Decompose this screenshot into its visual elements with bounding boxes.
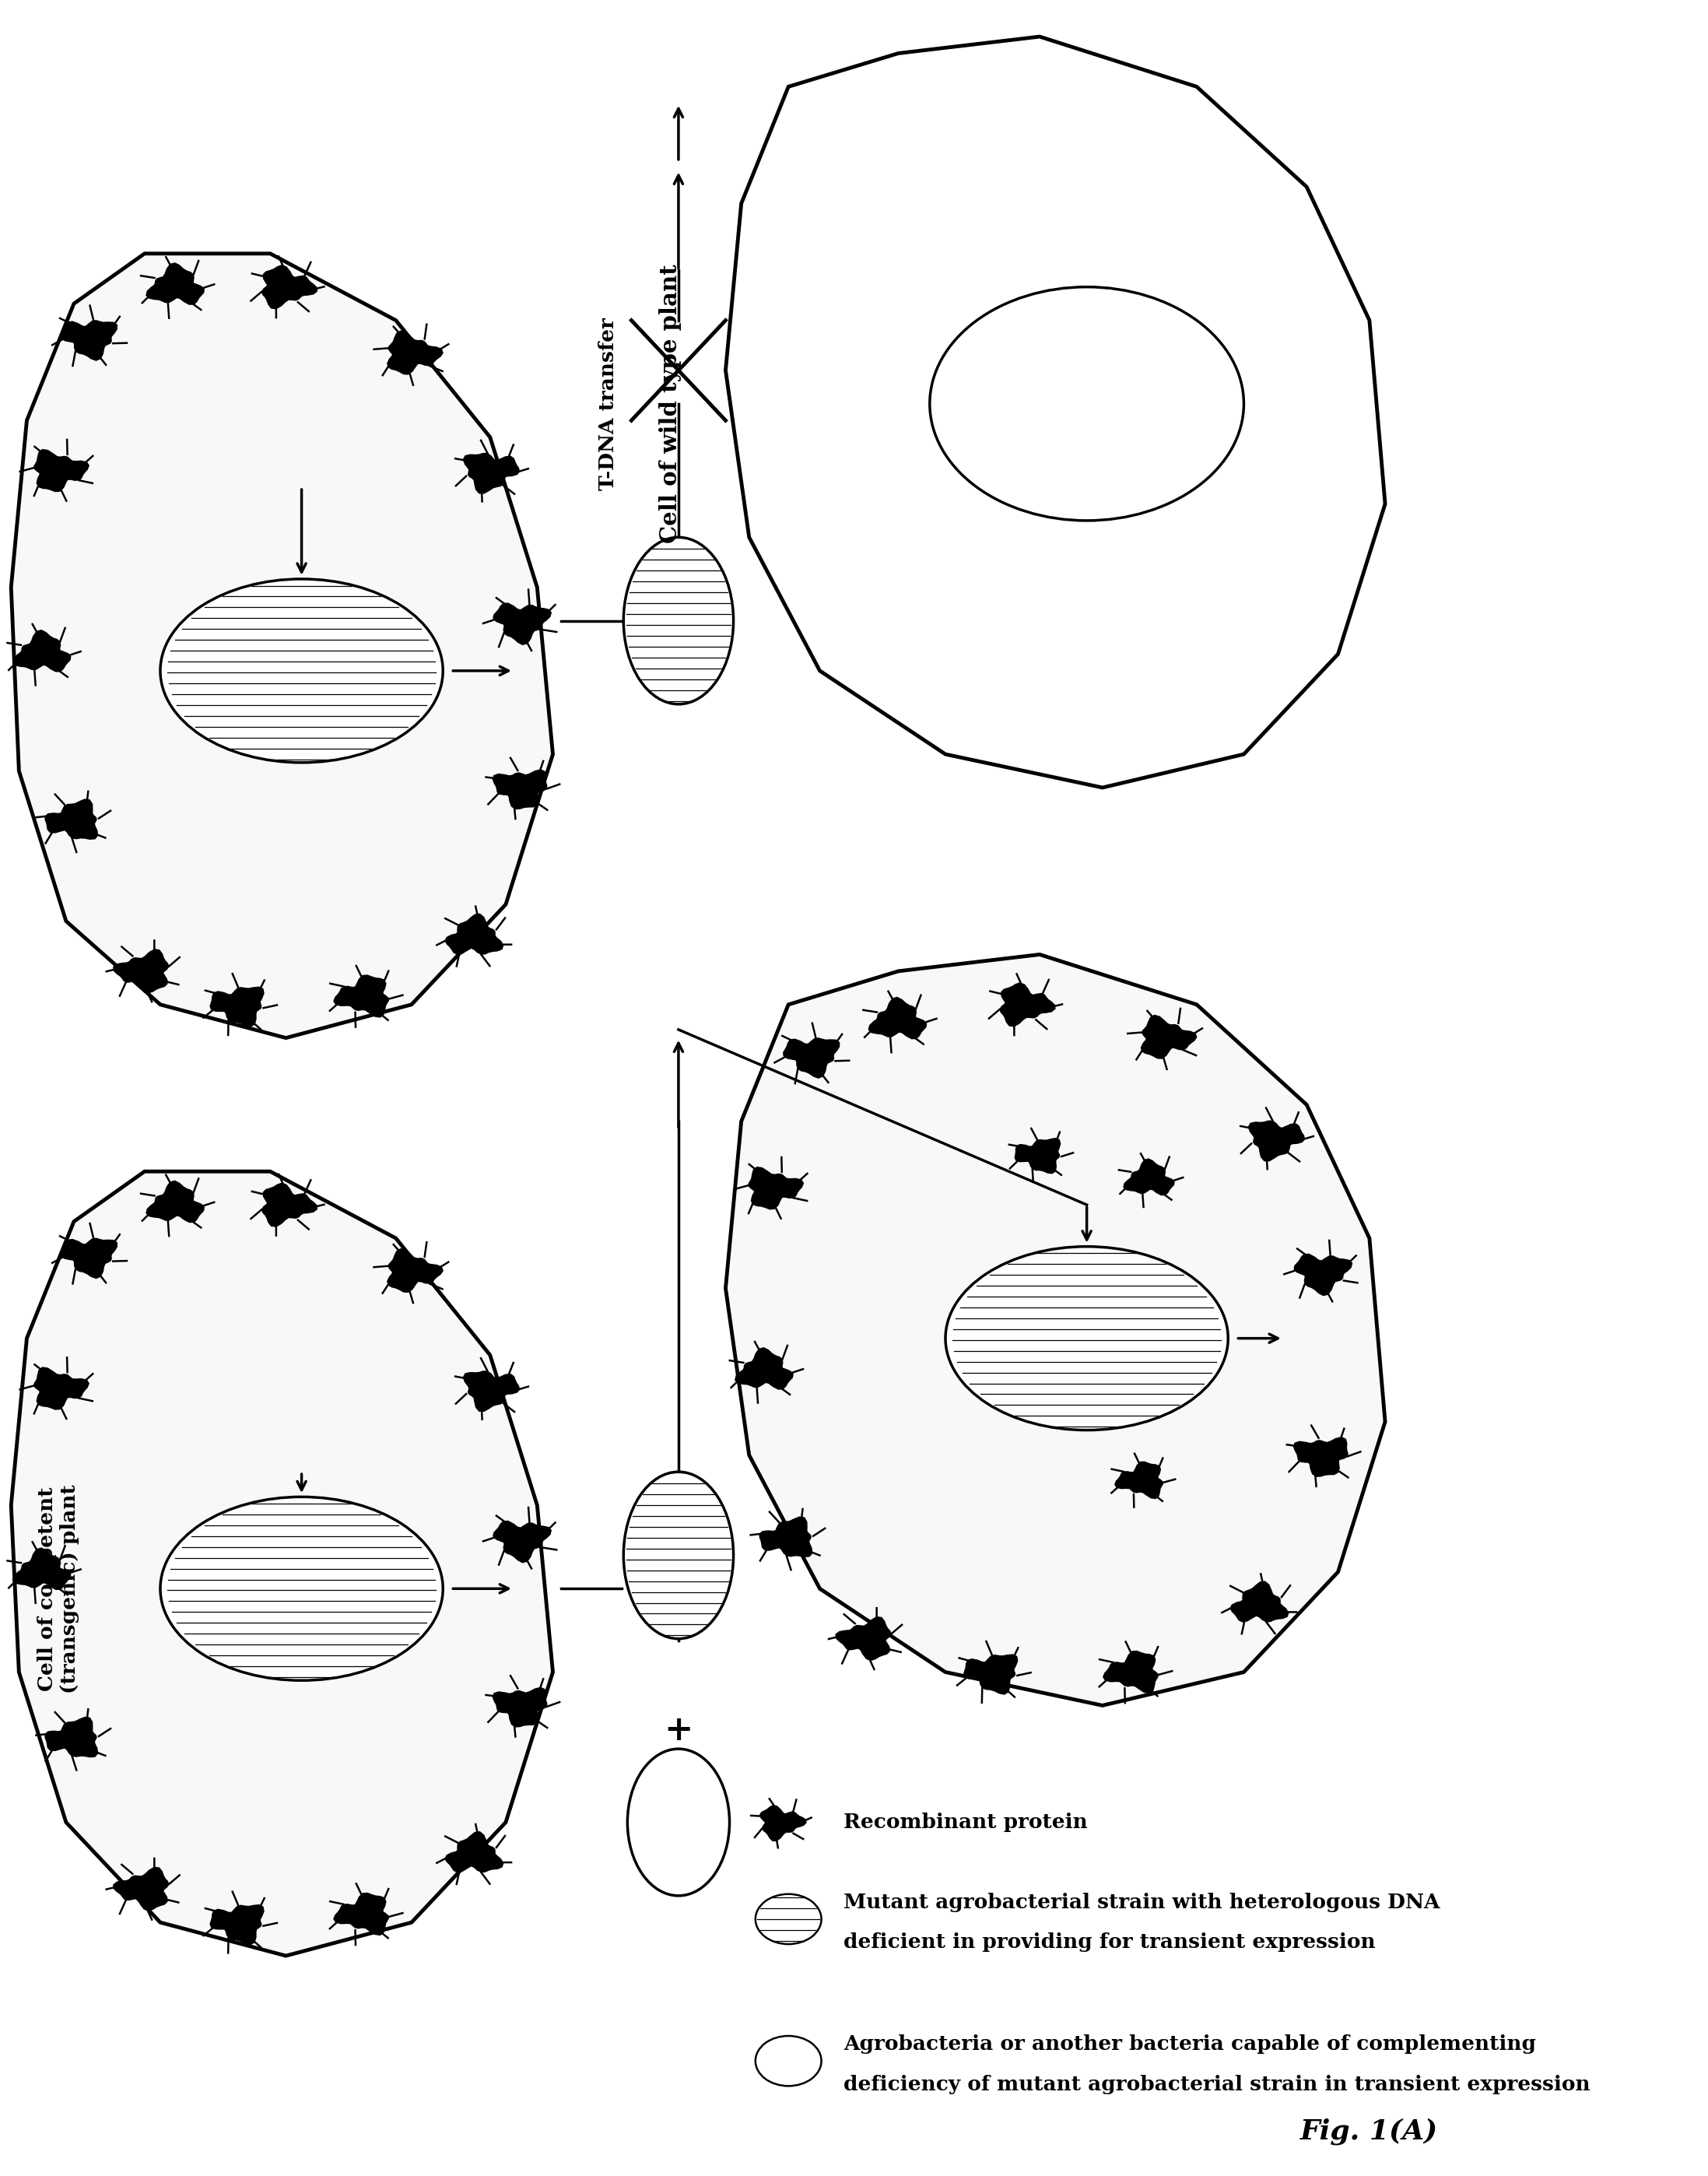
Polygon shape bbox=[494, 603, 552, 644]
Polygon shape bbox=[388, 331, 442, 374]
Polygon shape bbox=[261, 265, 318, 309]
Polygon shape bbox=[446, 1832, 504, 1871]
Ellipse shape bbox=[946, 1247, 1228, 1430]
Ellipse shape bbox=[627, 1750, 729, 1895]
Polygon shape bbox=[44, 799, 97, 840]
Text: deficient in providing for transient expression: deficient in providing for transient exp… bbox=[844, 1932, 1375, 1952]
Polygon shape bbox=[12, 1547, 70, 1588]
PathPatch shape bbox=[10, 1171, 553, 1956]
Polygon shape bbox=[784, 1038, 839, 1077]
Polygon shape bbox=[1015, 1138, 1061, 1173]
PathPatch shape bbox=[10, 255, 553, 1038]
Polygon shape bbox=[494, 1521, 552, 1562]
Ellipse shape bbox=[161, 1497, 442, 1680]
Polygon shape bbox=[34, 450, 89, 492]
Polygon shape bbox=[261, 1184, 318, 1227]
Ellipse shape bbox=[755, 1893, 822, 1943]
Polygon shape bbox=[333, 1893, 388, 1934]
Text: Agrobacteria or another bacteria capable of complementing: Agrobacteria or another bacteria capable… bbox=[844, 2035, 1535, 2054]
Polygon shape bbox=[44, 1717, 97, 1756]
Polygon shape bbox=[835, 1617, 892, 1660]
Polygon shape bbox=[1293, 1436, 1348, 1478]
Polygon shape bbox=[869, 997, 926, 1038]
Ellipse shape bbox=[623, 537, 733, 705]
Polygon shape bbox=[1249, 1121, 1305, 1160]
Polygon shape bbox=[1295, 1253, 1353, 1295]
Polygon shape bbox=[61, 1238, 116, 1277]
Text: Recombinant protein: Recombinant protein bbox=[844, 1813, 1088, 1832]
Polygon shape bbox=[446, 914, 504, 955]
Polygon shape bbox=[760, 1517, 811, 1556]
Polygon shape bbox=[1103, 1652, 1158, 1693]
Polygon shape bbox=[760, 1806, 806, 1841]
Polygon shape bbox=[147, 263, 203, 305]
Polygon shape bbox=[1115, 1462, 1163, 1499]
Polygon shape bbox=[1124, 1160, 1173, 1195]
Polygon shape bbox=[147, 1182, 203, 1223]
PathPatch shape bbox=[726, 37, 1385, 788]
Polygon shape bbox=[113, 1867, 169, 1911]
Polygon shape bbox=[963, 1654, 1018, 1695]
Text: T-DNA transfer: T-DNA transfer bbox=[598, 318, 618, 490]
Text: Fig. 1(A): Fig. 1(A) bbox=[1300, 2117, 1438, 2146]
Polygon shape bbox=[210, 988, 263, 1027]
Polygon shape bbox=[494, 1689, 547, 1728]
Text: Mutant agrobacterial strain with heterologous DNA: Mutant agrobacterial strain with heterol… bbox=[844, 1893, 1440, 1913]
Ellipse shape bbox=[755, 2037, 822, 2087]
Polygon shape bbox=[1141, 1016, 1197, 1058]
Polygon shape bbox=[463, 453, 519, 494]
Polygon shape bbox=[734, 1347, 793, 1388]
Polygon shape bbox=[999, 984, 1056, 1027]
Polygon shape bbox=[12, 631, 70, 672]
Text: Cell of competent
(transgenic) plant: Cell of competent (transgenic) plant bbox=[38, 1484, 79, 1693]
Ellipse shape bbox=[929, 287, 1243, 520]
Ellipse shape bbox=[161, 579, 442, 762]
Polygon shape bbox=[34, 1367, 89, 1410]
Text: deficiency of mutant agrobacterial strain in transient expression: deficiency of mutant agrobacterial strai… bbox=[844, 2074, 1590, 2093]
Polygon shape bbox=[61, 320, 116, 361]
PathPatch shape bbox=[726, 955, 1385, 1706]
Polygon shape bbox=[333, 975, 388, 1016]
Polygon shape bbox=[388, 1249, 442, 1293]
Ellipse shape bbox=[623, 1471, 733, 1639]
Polygon shape bbox=[463, 1371, 519, 1412]
Polygon shape bbox=[113, 949, 169, 992]
Polygon shape bbox=[210, 1904, 263, 1945]
Polygon shape bbox=[748, 1166, 803, 1210]
Polygon shape bbox=[494, 770, 547, 809]
Text: +: + bbox=[664, 1715, 693, 1747]
Text: Cell of wild type plant: Cell of wild type plant bbox=[659, 263, 681, 544]
Polygon shape bbox=[1230, 1582, 1288, 1621]
